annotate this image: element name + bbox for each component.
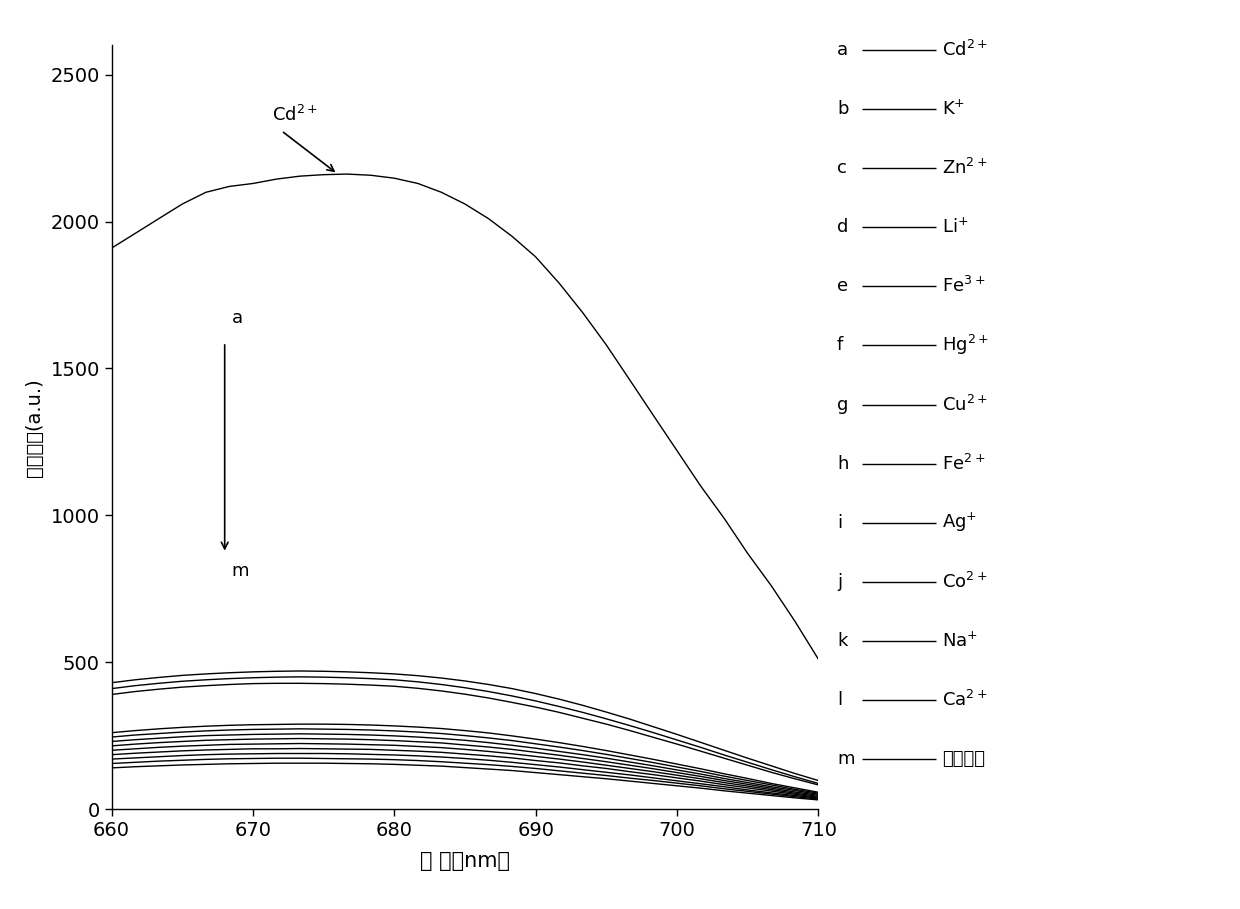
Text: d: d bbox=[837, 218, 848, 236]
Text: l: l bbox=[837, 691, 842, 709]
Text: h: h bbox=[837, 454, 848, 473]
Text: m: m bbox=[232, 563, 249, 580]
Text: $\mathrm{Cu}^{\mathrm{2+}}$: $\mathrm{Cu}^{\mathrm{2+}}$ bbox=[942, 395, 988, 415]
Text: k: k bbox=[837, 632, 847, 650]
Text: $\mathrm{Ca}^{\mathrm{2+}}$: $\mathrm{Ca}^{\mathrm{2+}}$ bbox=[942, 690, 988, 710]
Text: $\mathrm{Cd}^{\mathrm{2+}}$: $\mathrm{Cd}^{\mathrm{2+}}$ bbox=[942, 40, 988, 60]
Text: $\mathrm{Zn}^{\mathrm{2+}}$: $\mathrm{Zn}^{\mathrm{2+}}$ bbox=[942, 158, 988, 178]
Text: $\mathrm{Ag}^{\mathrm{+}}$: $\mathrm{Ag}^{\mathrm{+}}$ bbox=[942, 511, 977, 534]
Text: $\mathrm{Fe}^{\mathrm{3+}}$: $\mathrm{Fe}^{\mathrm{3+}}$ bbox=[942, 276, 986, 296]
Text: $\mathrm{K}^{\mathrm{+}}$: $\mathrm{K}^{\mathrm{+}}$ bbox=[942, 99, 966, 119]
Text: c: c bbox=[837, 159, 847, 177]
Text: 不加离子: 不加离子 bbox=[942, 750, 986, 768]
Text: e: e bbox=[837, 277, 848, 295]
Text: $\mathrm{Hg}^{\mathrm{2+}}$: $\mathrm{Hg}^{\mathrm{2+}}$ bbox=[942, 334, 990, 357]
X-axis label: 波 长（nm）: 波 长（nm） bbox=[420, 851, 510, 871]
Text: $\mathrm{Cd}^{2+}$: $\mathrm{Cd}^{2+}$ bbox=[273, 105, 319, 125]
Text: $\mathrm{Fe}^{\mathrm{2+}}$: $\mathrm{Fe}^{\mathrm{2+}}$ bbox=[942, 454, 986, 474]
Text: $\mathrm{Co}^{\mathrm{2+}}$: $\mathrm{Co}^{\mathrm{2+}}$ bbox=[942, 572, 988, 592]
Text: g: g bbox=[837, 395, 848, 414]
Text: $\mathrm{Li}^{\mathrm{+}}$: $\mathrm{Li}^{\mathrm{+}}$ bbox=[942, 217, 968, 237]
Text: f: f bbox=[837, 336, 843, 355]
Text: m: m bbox=[837, 750, 854, 768]
Text: a: a bbox=[232, 309, 243, 327]
Text: i: i bbox=[837, 514, 842, 532]
Text: a: a bbox=[837, 41, 848, 59]
Text: b: b bbox=[837, 100, 848, 118]
Y-axis label: 荧光强度(a.u.): 荧光强度(a.u.) bbox=[25, 378, 43, 476]
Text: j: j bbox=[837, 573, 842, 591]
Text: $\mathrm{Na}^{\mathrm{+}}$: $\mathrm{Na}^{\mathrm{+}}$ bbox=[942, 631, 978, 651]
